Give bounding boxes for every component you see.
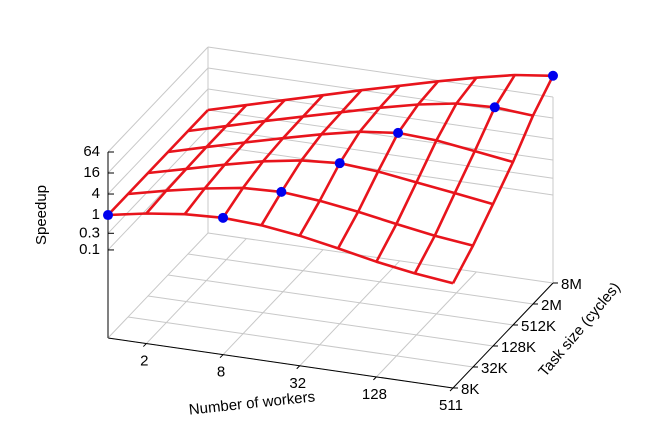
axis-line [107,232,209,339]
surface-line [451,75,555,284]
x-tick-label: 2 [140,353,148,370]
z-tick-label: 4 [92,185,100,202]
surface-line [298,84,401,237]
x-tick [449,387,454,392]
grid-line [145,238,247,344]
grid-line [299,260,401,367]
z-tick-label: 0.3 [79,224,100,241]
grid-line [107,46,209,153]
z-axis-label: Speedup [33,185,50,245]
surface-line [221,94,324,219]
x-tick [373,376,377,381]
surface-line [260,89,363,226]
grid-line [207,88,554,140]
grid-line [107,67,209,174]
surface-line [183,99,286,215]
y-tick-label: 32K [481,360,508,377]
surface-line [145,104,248,215]
surface-line [167,130,514,164]
y-tick-label: 128K [501,339,536,356]
surface-line [127,186,474,247]
grid-line [207,144,554,196]
axis-line [107,337,454,389]
grid-line [207,46,554,98]
z-tick-label: 64 [83,143,100,160]
grid-line [107,127,209,234]
surface-line [187,102,534,133]
z-tick-label: 0.1 [79,241,100,258]
grid-line [167,274,514,326]
grid-line [187,253,534,305]
y-tick-label: 8K [461,381,479,398]
optimum-marker [103,210,113,221]
surface-line [107,212,454,285]
x-tick-label: 8 [217,364,225,381]
optimum-marker [276,186,287,197]
axis-line [452,282,554,389]
grid-line [207,232,554,284]
grid-line [376,271,477,378]
surface-line [147,159,494,206]
surface-line [375,76,478,263]
surface-line [207,73,554,112]
grid-line [147,295,494,347]
surface-line [413,74,516,275]
y-tick-label: 512K [521,318,556,335]
z-tick-label: 1 [92,206,100,223]
x-tick [219,354,224,359]
grid-line [107,88,209,195]
optimum-marker [393,127,404,138]
z-tick-label: 16 [83,164,100,181]
x-axis-label: Number of workers [188,388,316,418]
x-tick [296,365,301,370]
grid-line [127,316,474,368]
x-tick-label: 511 [439,397,463,414]
grid-line [207,109,554,161]
surface-line [336,80,440,250]
grid-line [207,127,554,179]
y-tick-label: 8M [561,276,582,293]
optimum-marker [218,212,229,223]
x-tick [142,343,147,347]
surface-line [107,109,209,216]
grid-line [222,249,324,356]
y-tick-label: 2M [541,297,562,314]
x-tick-label: 32 [289,375,306,392]
optimum-marker [334,158,345,169]
x-tick-label: 128 [362,386,387,403]
optimum-marker [548,70,558,81]
optimum-marker [489,102,500,113]
